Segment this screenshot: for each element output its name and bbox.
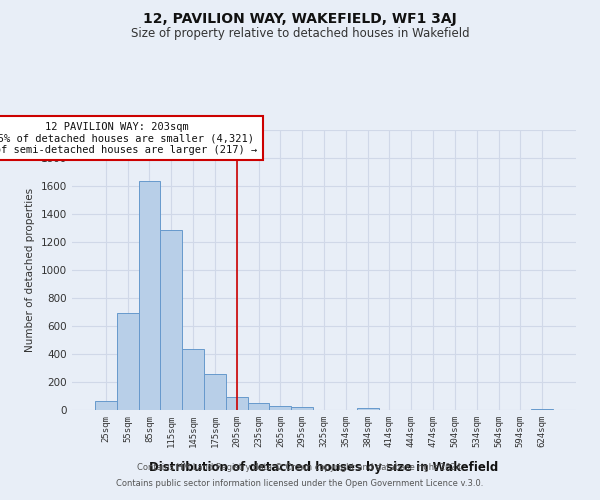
Bar bbox=[291, 408, 313, 410]
Text: 12 PAVILION WAY: 203sqm
← 95% of detached houses are smaller (4,321)
5% of semi-: 12 PAVILION WAY: 203sqm ← 95% of detache… bbox=[0, 122, 257, 155]
Bar bbox=[160, 230, 182, 410]
Y-axis label: Number of detached properties: Number of detached properties bbox=[25, 188, 35, 352]
Bar bbox=[204, 374, 226, 410]
Bar bbox=[182, 349, 204, 410]
Text: 12, PAVILION WAY, WAKEFIELD, WF1 3AJ: 12, PAVILION WAY, WAKEFIELD, WF1 3AJ bbox=[143, 12, 457, 26]
Bar bbox=[357, 408, 379, 410]
Bar bbox=[95, 401, 117, 410]
Text: Contains public sector information licensed under the Open Government Licence v.: Contains public sector information licen… bbox=[116, 478, 484, 488]
Text: Size of property relative to detached houses in Wakefield: Size of property relative to detached ho… bbox=[131, 28, 469, 40]
Bar bbox=[269, 406, 291, 410]
Bar bbox=[139, 181, 160, 410]
Bar bbox=[531, 409, 553, 410]
X-axis label: Distribution of detached houses by size in Wakefield: Distribution of detached houses by size … bbox=[149, 461, 499, 474]
Bar bbox=[117, 314, 139, 410]
Text: Contains HM Land Registry data © Crown copyright and database right 2024.: Contains HM Land Registry data © Crown c… bbox=[137, 464, 463, 472]
Bar bbox=[248, 403, 269, 410]
Bar bbox=[226, 398, 248, 410]
